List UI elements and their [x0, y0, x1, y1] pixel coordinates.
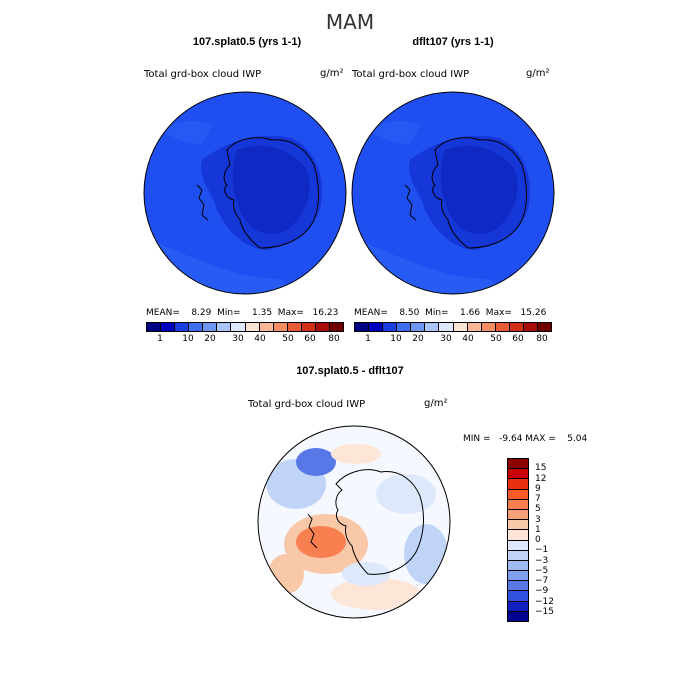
swatch	[509, 323, 524, 331]
diff-panel-unit: g/m²	[424, 398, 448, 409]
tick-label: 7	[535, 494, 541, 504]
left-polar-map	[143, 91, 347, 295]
swatch	[259, 323, 274, 331]
left-colorbar-swatches	[146, 322, 344, 332]
left-colorbar-labels: 1 10 20 30 40 50 60 80	[146, 334, 344, 346]
tick-label: −1	[535, 545, 549, 556]
swatch	[203, 323, 218, 331]
tick-label: 40	[462, 334, 474, 344]
swatch	[508, 540, 528, 551]
tick-label: 50	[282, 334, 294, 344]
season-title: MAM	[325, 10, 375, 34]
swatch	[508, 509, 528, 521]
right-panel-unit: g/m²	[526, 68, 550, 79]
swatch	[538, 323, 552, 331]
tick-label: −7	[535, 576, 549, 586]
tick-label: 10	[182, 334, 194, 344]
swatch	[245, 323, 260, 331]
left-panel-unit: g/m²	[320, 68, 344, 79]
right-polar-map	[351, 91, 555, 295]
swatch	[508, 469, 528, 480]
swatch	[495, 323, 510, 331]
tick-label: −9	[535, 586, 549, 597]
right-panel-stats: MEAN= 8.50 Min= 1.66 Max= 15.26	[354, 308, 547, 318]
right-colorbar-labels: 1 10 20 30 40 50 60 80	[354, 334, 552, 346]
swatch	[508, 601, 528, 612]
tick-label: −15	[535, 606, 554, 617]
swatch	[508, 550, 528, 561]
tick-label: 40	[254, 334, 266, 344]
swatch	[508, 611, 528, 621]
tick-label: 0	[535, 535, 541, 545]
swatch	[161, 323, 176, 331]
diff-panel-stats: MIN = -9.64 MAX = 5.04	[463, 434, 588, 444]
swatch	[175, 323, 190, 331]
tick-label: 30	[440, 334, 452, 344]
tick-label: 1	[535, 524, 541, 535]
right-panel-variable: Total grd-box cloud IWP	[352, 69, 470, 80]
tick-label: −3	[535, 555, 549, 566]
swatch	[355, 323, 370, 331]
tick-label: 10	[390, 334, 402, 344]
swatch	[369, 323, 384, 331]
tick-label: 30	[232, 334, 244, 344]
right-colorbar: 1 10 20 30 40 50 60 80	[354, 322, 552, 346]
tick-label: −12	[535, 596, 554, 607]
left-panel-variable: Total grd-box cloud IWP	[144, 69, 262, 80]
tick-label: 9	[535, 483, 541, 494]
tick-label: 15	[535, 463, 547, 474]
swatch	[508, 459, 528, 470]
right-colorbar-swatches	[354, 322, 552, 332]
swatch	[287, 323, 302, 331]
swatch	[523, 323, 539, 331]
tick-label: 1	[365, 334, 371, 344]
swatch	[508, 591, 528, 602]
swatch	[273, 323, 288, 331]
left-panel-stats: MEAN= 8.29 Min= 1.35 Max= 16.23	[146, 308, 339, 318]
swatch	[481, 323, 496, 331]
swatch	[411, 323, 426, 331]
swatch	[453, 323, 468, 331]
swatch	[508, 581, 528, 592]
swatch	[315, 323, 331, 331]
tick-label: 80	[328, 334, 340, 344]
tick-label: 50	[490, 334, 502, 344]
tick-label: 80	[536, 334, 548, 344]
tick-label: 20	[204, 334, 216, 344]
swatch	[508, 520, 528, 531]
swatch	[301, 323, 316, 331]
swatch	[439, 323, 454, 331]
swatch	[508, 499, 528, 510]
diff-panel-variable: Total grd-box cloud IWP	[248, 399, 366, 410]
swatch	[425, 323, 440, 331]
tick-label: −5	[535, 565, 549, 576]
swatch	[508, 479, 528, 490]
diff-colorbar	[507, 458, 529, 622]
tick-label: 5	[535, 504, 541, 515]
tick-label: 20	[412, 334, 424, 344]
swatch	[508, 571, 528, 582]
swatch	[467, 323, 482, 331]
tick-label: 60	[304, 334, 316, 344]
swatch	[508, 560, 528, 572]
diff-polar-map	[257, 425, 451, 619]
left-colorbar: 1 10 20 30 40 50 60 80	[146, 322, 344, 346]
swatch	[330, 323, 344, 331]
diff-panel-title: 107.splat0.5 - dflt107	[296, 365, 404, 377]
swatch	[231, 323, 246, 331]
swatch	[397, 323, 412, 331]
tick-label: 12	[535, 473, 547, 484]
swatch	[383, 323, 398, 331]
left-panel-title: 107.splat0.5 (yrs 1-1)	[192, 36, 302, 48]
swatch	[217, 323, 232, 331]
right-panel-title: dflt107 (yrs 1-1)	[412, 36, 494, 48]
swatch	[508, 530, 528, 541]
tick-label: 60	[512, 334, 524, 344]
swatch	[147, 323, 162, 331]
tick-label: 1	[157, 334, 163, 344]
swatch	[508, 489, 528, 500]
diff-colorbar-labels: 15 12 9 7 5 3 1 0 −1 −3 −5 −7 −9 −12 −15	[535, 458, 575, 622]
swatch	[189, 323, 204, 331]
tick-label: 3	[535, 514, 541, 525]
